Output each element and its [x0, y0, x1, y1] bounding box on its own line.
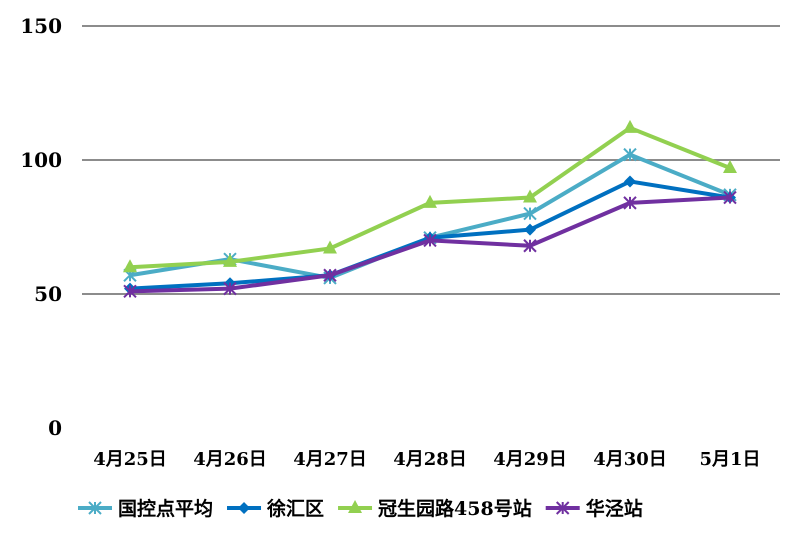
legend-marker	[348, 500, 363, 513]
y-tick-label: 0	[48, 416, 62, 440]
data-point	[223, 281, 237, 296]
data-point	[624, 175, 636, 188]
legend-label: 冠生园路458号站	[378, 497, 532, 520]
x-tick-label: 4月29日	[493, 449, 567, 470]
legend-marker	[555, 501, 570, 515]
x-tick-label: 4月28日	[393, 449, 467, 470]
x-tick-label: 4月27日	[293, 449, 367, 470]
data-point	[123, 259, 137, 273]
data-point	[523, 189, 537, 203]
data-point	[223, 253, 237, 267]
data-point	[323, 240, 337, 254]
legend-marker	[88, 501, 102, 515]
x-tick-label: 4月30日	[593, 449, 667, 470]
legend-label: 国控点平均	[118, 497, 213, 520]
legend-marker	[238, 502, 251, 514]
data-point	[723, 190, 737, 205]
x-tick-label: 4月26日	[193, 449, 267, 470]
data-point	[723, 160, 737, 174]
data-point	[523, 239, 537, 253]
data-point	[623, 196, 637, 210]
data-point	[623, 119, 637, 133]
y-tick-label: 150	[20, 14, 62, 38]
data-point	[423, 233, 437, 248]
y-tick-label: 100	[20, 148, 62, 172]
data-point	[523, 206, 537, 221]
y-tick-label: 50	[34, 282, 62, 306]
data-point	[423, 194, 437, 208]
data-point	[323, 268, 337, 282]
data-point	[123, 284, 137, 299]
x-tick-label: 4月25日	[93, 449, 167, 470]
x-tick-label: 5月1日	[699, 449, 760, 470]
data-point	[524, 223, 536, 236]
legend-label: 徐汇区	[266, 497, 324, 520]
legend-label: 华泾站	[586, 497, 643, 520]
series-line-0	[129, 152, 731, 280]
data-point	[623, 147, 637, 162]
